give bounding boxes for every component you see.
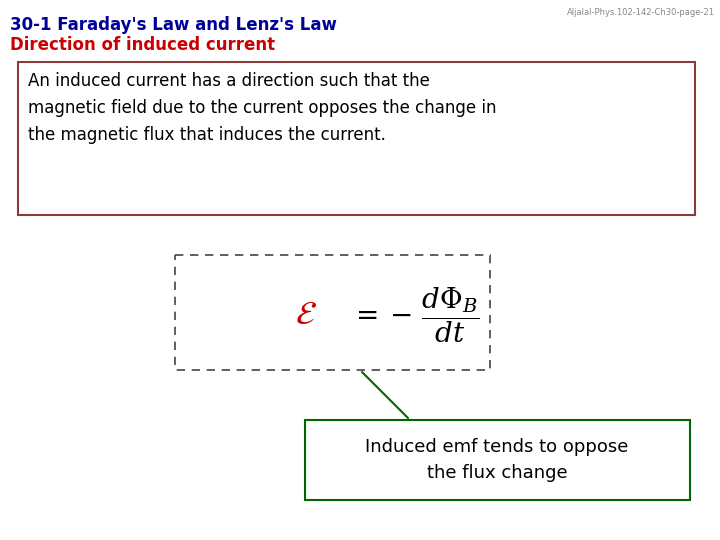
Text: $= -\,\dfrac{d\Phi_B}{dt}$: $= -\,\dfrac{d\Phi_B}{dt}$ [350,286,480,345]
Bar [305,420,690,500]
Bar [18,62,695,215]
Text: Aljalal-Phys.102-142-Ch30-page-21: Aljalal-Phys.102-142-Ch30-page-21 [567,8,715,17]
Text: 30-1 Faraday's Law and Lenz's Law: 30-1 Faraday's Law and Lenz's Law [10,16,337,34]
Text: $\mathcal{E}$: $\mathcal{E}$ [295,299,317,332]
Bar [175,255,490,370]
Text: Direction of induced current: Direction of induced current [10,36,275,54]
Text: An induced current has a direction such that the
magnetic field due to the curre: An induced current has a direction such … [28,72,497,144]
Text: Induced emf tends to oppose
the flux change: Induced emf tends to oppose the flux cha… [365,438,629,482]
